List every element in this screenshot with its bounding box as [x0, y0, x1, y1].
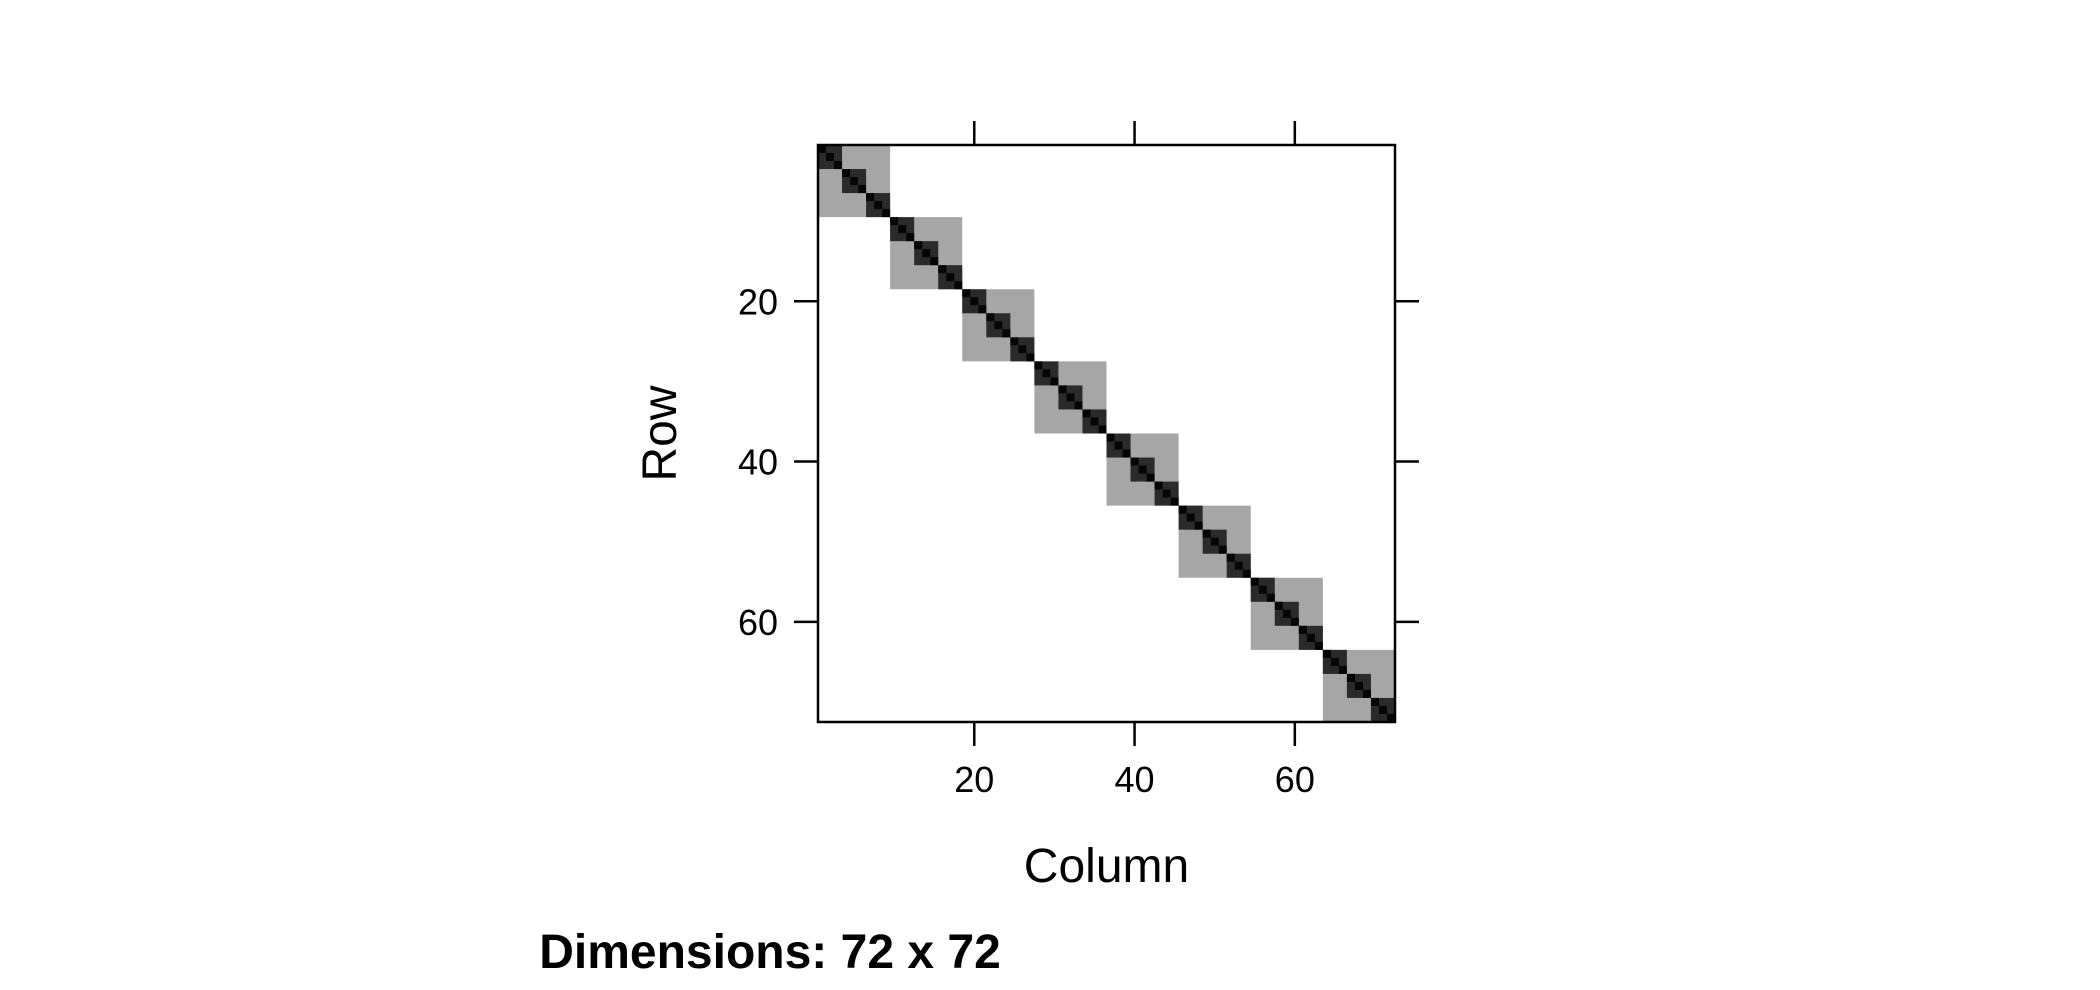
diagonal-cell — [954, 281, 963, 290]
diagonal-cell — [970, 297, 979, 306]
y-tick-label: 40 — [738, 442, 778, 483]
diagonal-cell — [1354, 681, 1363, 690]
diagonal-cell — [1194, 521, 1203, 530]
diagonal-cell — [1170, 497, 1179, 506]
diagonal-cell — [1098, 425, 1107, 434]
diagonal-cell — [858, 185, 867, 194]
diagonal-cell — [978, 305, 987, 314]
dimensions-caption: Dimensions: 72 x 72 — [539, 926, 1001, 979]
diagonal-cell — [882, 209, 891, 218]
diagonal-cell — [1362, 689, 1371, 698]
diagonal-cell — [962, 289, 971, 298]
diagonal-cell — [826, 153, 835, 162]
matrix-cells — [818, 145, 1395, 722]
diagonal-cell — [1154, 481, 1163, 490]
axis-tick-labels: 20 40 60 20 40 60 — [738, 281, 1315, 800]
diagonal-cell — [818, 145, 827, 154]
diagonal-cell — [1322, 649, 1331, 658]
plot-frame — [816, 143, 1397, 724]
diagonal-cell — [1146, 473, 1155, 482]
diagonal-cell — [1210, 537, 1219, 546]
diagonal-cell — [1042, 369, 1051, 378]
diagonal-cell — [1282, 609, 1291, 618]
diagonal-cell — [906, 233, 915, 242]
diagonal-cell — [1266, 593, 1275, 602]
y-axis-label: Row — [634, 385, 687, 481]
diagonal-cell — [1330, 657, 1339, 666]
diagonal-cell — [866, 193, 875, 202]
diagonal-cell — [930, 257, 939, 266]
diagonal-cell — [1026, 353, 1035, 362]
diagonal-cell — [1250, 577, 1259, 586]
axis-ticks — [794, 121, 1419, 746]
diagonal-cell — [938, 265, 947, 274]
diagonal-cell — [1370, 697, 1379, 706]
diagonal-cell — [946, 273, 955, 282]
diagonal-cell — [1298, 625, 1307, 634]
diagonal-cell — [1138, 465, 1147, 474]
diagonal-cell — [1386, 713, 1395, 722]
y-tick-label: 20 — [738, 281, 778, 322]
diagonal-cell — [1218, 545, 1227, 554]
diagonal-cell — [914, 241, 923, 250]
diagonal-cell — [1034, 361, 1043, 370]
diagonal-cell — [1178, 505, 1187, 514]
diagonal-cell — [1018, 345, 1027, 354]
diagonal-cell — [1090, 417, 1099, 426]
diagonal-cell — [1082, 409, 1091, 418]
diagonal-cell — [1002, 329, 1011, 338]
diagonal-cell — [1186, 513, 1195, 522]
diagonal-cell — [1274, 601, 1283, 610]
diagonal-cell — [1226, 553, 1235, 562]
diagonal-cell — [1130, 457, 1139, 466]
diagonal-cell — [1114, 441, 1123, 450]
diagonal-cell — [1050, 377, 1059, 386]
diagonal-cell — [922, 249, 931, 258]
diagonal-cell — [1202, 529, 1211, 538]
diagonal-cell — [1306, 633, 1315, 642]
diagonal-cell — [1234, 561, 1243, 570]
diagonal-cell — [1074, 401, 1083, 410]
x-axis-label: Column — [1024, 840, 1189, 893]
x-tick-label: 40 — [1115, 759, 1155, 800]
diagonal-cell — [1242, 569, 1251, 578]
diagonal-cell — [874, 201, 883, 210]
y-tick-label: 60 — [738, 602, 778, 643]
diagonal-cell — [1314, 641, 1323, 650]
diagonal-cell — [898, 225, 907, 234]
diagonal-cell — [1066, 393, 1075, 402]
diagonal-cell — [986, 313, 995, 322]
diagonal-cell — [1162, 489, 1171, 498]
x-tick-label: 60 — [1275, 759, 1315, 800]
diagonal-cell — [890, 217, 899, 226]
diagonal-cell — [842, 169, 851, 178]
diagonal-cell — [1058, 385, 1067, 394]
diagonal-cell — [994, 321, 1003, 330]
diagonal-cell — [850, 177, 859, 186]
diagonal-cell — [834, 161, 843, 170]
diagonal-cell — [1106, 433, 1115, 442]
diagonal-cell — [1122, 449, 1131, 458]
diagonal-cell — [1378, 705, 1387, 714]
diagonal-cell — [1010, 337, 1019, 346]
diagonal-cell — [1346, 673, 1355, 682]
diagonal-cell — [1338, 665, 1347, 674]
diagonal-cell — [1290, 617, 1299, 626]
diagonal-cell — [1258, 585, 1267, 594]
x-tick-label: 20 — [954, 759, 994, 800]
